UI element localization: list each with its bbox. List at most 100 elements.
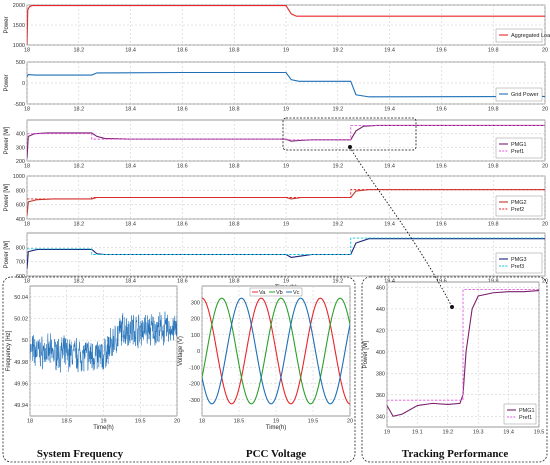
- tracking-performance-panel: 19 19.1 19.2 19.3 19.4 19.5 340 360 380 400 420 440…: [363, 281, 544, 436]
- y-tick-label: 400: [16, 132, 25, 138]
- series-line-pref1: [27, 125, 545, 141]
- legend-box: [495, 137, 543, 159]
- y-tick-label: 2000: [13, 3, 25, 9]
- series-line-signal: [30, 311, 177, 373]
- x-tick-label: 19: [283, 222, 289, 228]
- series-group: [30, 311, 177, 373]
- x-tick-label: 19.4: [503, 430, 514, 436]
- y-tick-label: 800: [16, 188, 25, 194]
- y-tick-label: -100: [189, 365, 200, 371]
- grid-power-panel: 18 18.2 18.4 18.6 18.8 19 19.2 19.4 19.6 19.8 20 -5…: [4, 60, 548, 113]
- y-tick-label: 440: [376, 307, 385, 313]
- x-tick-label: 18.4: [125, 222, 136, 228]
- x-tick-label: 19: [283, 107, 289, 113]
- x-tick-label: 19: [283, 279, 289, 285]
- y-axis-label: Power [W]: [4, 183, 10, 211]
- legend-label: Pref3: [511, 264, 524, 270]
- y-tick-label: 500: [16, 60, 25, 66]
- x-tick-label: 19: [273, 419, 279, 425]
- y-tick-label: 1500: [13, 23, 25, 29]
- legend-box: [495, 252, 543, 274]
- x-tick-label: 18: [199, 419, 205, 425]
- series-line-va: [202, 297, 350, 405]
- x-tick-label: 18.5: [61, 419, 72, 425]
- legend-label: PMG1: [519, 408, 535, 414]
- y-tick-label: 49.94: [14, 403, 28, 409]
- y-tick-label: 380: [376, 371, 385, 377]
- y-axis-label: Frequency [Hz]: [6, 330, 12, 371]
- x-tick-label: 20: [347, 419, 353, 425]
- legend-box: [249, 287, 303, 297]
- zoom-connector-arrow: [348, 145, 454, 309]
- pmg2-panel: 18 18.2 18.4 18.6 18.8 19 19.2 19.4 19.6 19.8 20 40…: [4, 174, 548, 228]
- x-tick-label: 19.8: [488, 222, 499, 228]
- x-tick-label: 18.8: [229, 222, 240, 228]
- x-tick-label: 19.2: [332, 222, 343, 228]
- x-tick-label: 18.6: [177, 164, 188, 170]
- y-tick-label: 400: [16, 217, 25, 223]
- x-tick-label: 19.6: [436, 222, 447, 228]
- x-tick-label: 19: [283, 48, 289, 54]
- x-tick-label: 18.2: [73, 164, 84, 170]
- bottom-left-frame: [2, 276, 356, 463]
- x-tick-label: 19.5: [135, 419, 146, 425]
- x-tick-label: 19.6: [436, 164, 447, 170]
- x-tick-label: 20: [542, 279, 548, 285]
- x-tick-label: 19.2: [332, 48, 343, 54]
- x-tick-label: 19.8: [488, 107, 499, 113]
- bottom-right-frame: [361, 276, 548, 463]
- legend-box: [495, 195, 543, 217]
- system-frequency-panel: 18 18.5 19 19.5 20 49.94 49.96 49.98 50 50.02 50.0…: [6, 285, 180, 431]
- legend-label: Aggregated Load: [511, 33, 550, 39]
- x-tick-label: 19.2: [332, 107, 343, 113]
- y-axis-label: Voltage (V): [178, 336, 184, 366]
- x-tick-label: 18: [24, 222, 30, 228]
- x-tick-label: 18: [24, 107, 30, 113]
- y-tick-label: 700: [16, 260, 25, 266]
- x-axis-label: Time(h): [266, 425, 286, 431]
- x-tick-label: 18.6: [177, 279, 188, 285]
- legend-label: PMG1: [511, 142, 527, 148]
- series-line-grid power: [27, 71, 545, 98]
- pmg1-panel: 18 18.2 18.4 18.6 18.8 19 19.2 19.4 19.6 19.8 20 20…: [4, 119, 548, 170]
- x-tick-label: 18: [24, 279, 30, 285]
- x-tick-label: 18: [24, 164, 30, 170]
- x-tick-label: 19.4: [384, 48, 395, 54]
- y-tick-label: 1000: [13, 174, 25, 180]
- y-tick-label: -300: [189, 398, 200, 404]
- legend-box: [503, 403, 537, 425]
- y-axis-label: Power [W]: [4, 126, 10, 154]
- y-tick-label: 50.04: [14, 295, 28, 301]
- y-tick-label: 200: [16, 159, 25, 165]
- x-tick-label: 18.6: [177, 107, 188, 113]
- series-line-pref1: [387, 289, 539, 401]
- series-group: [27, 124, 545, 159]
- y-tick-label: 300: [191, 300, 200, 306]
- y-tick-label: 460: [376, 285, 385, 291]
- x-tick-label: 19.4: [384, 164, 395, 170]
- x-tick-label: 19.2: [332, 279, 343, 285]
- x-tick-label: 18: [27, 419, 33, 425]
- caption-pcc-voltage: PCC Voltage: [246, 448, 306, 460]
- y-tick-label: 49.96: [14, 382, 28, 388]
- y-axis-label: Power [W]: [4, 240, 10, 268]
- series-group: [27, 71, 545, 98]
- x-tick-label: 19.8: [488, 48, 499, 54]
- y-tick-label: 600: [16, 203, 25, 209]
- y-axis-label: Power: [4, 74, 10, 91]
- y-tick-label: 0: [197, 349, 200, 355]
- x-tick-label: 18.6: [177, 48, 188, 54]
- x-tick-label: 19.6: [436, 48, 447, 54]
- legend-label: Vb: [276, 290, 283, 296]
- x-tick-label: 19: [384, 430, 390, 436]
- legend-label: Va: [259, 290, 266, 296]
- y-axis-label: Power: [4, 16, 10, 33]
- y-tick-label: 340: [376, 414, 385, 420]
- x-tick-label: 18.2: [73, 279, 84, 285]
- aggregated-load-panel: 18 18.2 18.4 18.6 18.8 19 19.2 19.4 19.6 19.8 20 10…: [4, 3, 550, 54]
- y-tick-label: 420: [376, 328, 385, 334]
- x-tick-label: 18.4: [125, 279, 136, 285]
- y-tick-label: 50.02: [14, 317, 28, 323]
- x-tick-label: 18.5: [234, 419, 245, 425]
